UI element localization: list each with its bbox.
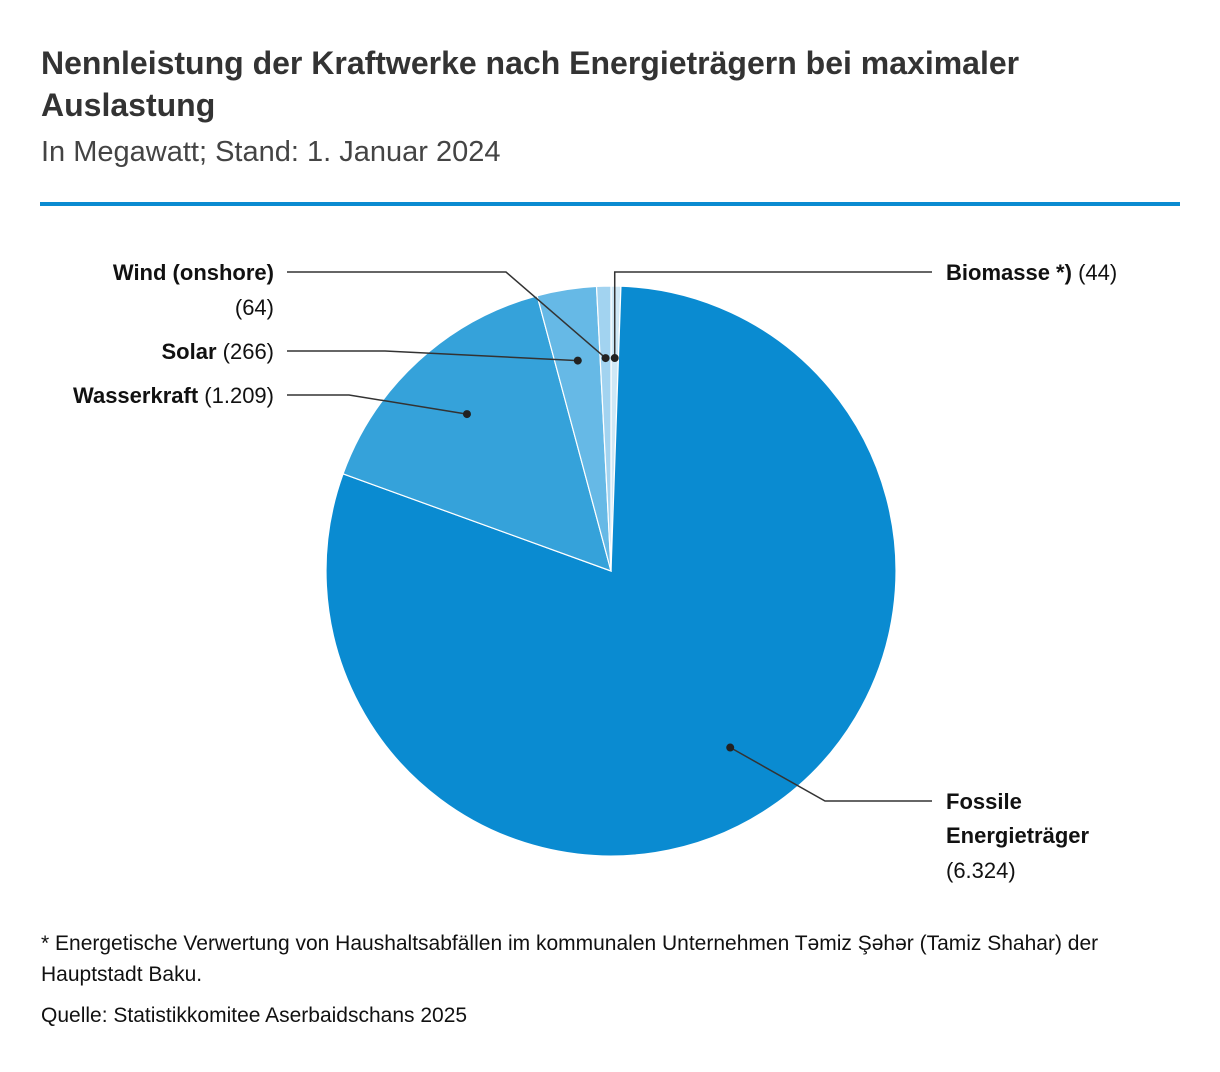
label-biomasse-value: (44) [1078, 260, 1117, 285]
footnote: * Energetische Verwertung von Haushaltsa… [41, 932, 1099, 986]
leader-dot-biomasse [610, 354, 619, 363]
source-note: Quelle: Statistikkomitee Aserbaidschans … [41, 1004, 468, 1027]
leader-dot-wind [601, 354, 610, 363]
label-fossil-line2: Energieträger [946, 823, 1089, 848]
pie-slices [325, 285, 897, 857]
label-wind: Wind (onshore) [113, 260, 274, 285]
leader-lines [287, 271, 932, 802]
label-wasserkraft-name: Wasserkraft [73, 383, 199, 408]
label-fossil-value: (6.324) [946, 858, 1016, 883]
leader-dot-fossil [726, 743, 735, 752]
label-wasserkraft: Wasserkraft (1.209) [73, 383, 274, 408]
label-solar-name: Solar [161, 339, 216, 364]
leader-line-wasserkraft [287, 394, 468, 415]
leader-line-wind [287, 271, 607, 359]
chart-subtitle: In Megawatt; Stand: 1. Januar 2024 [41, 136, 501, 168]
leader-line-solar [287, 350, 578, 362]
label-biomasse: Biomasse *) (44) [946, 260, 1117, 285]
chart-title: Nennleistung der Kraftwerke nach Energie… [41, 45, 1020, 123]
pie-slice-wasserkraft [342, 295, 612, 572]
label-wind-name: Wind (onshore) [113, 260, 274, 285]
header-divider [40, 202, 1180, 206]
label-solar-value: (266) [223, 339, 274, 364]
leader-dot-solar [573, 356, 582, 365]
label-biomasse-name: Biomasse *) [946, 260, 1072, 285]
label-wind-value: (64) [235, 295, 274, 320]
leader-line-biomasse [613, 271, 932, 359]
label-fossil-line1: Fossile [946, 789, 1022, 814]
label-wasserkraft-value: (1.209) [204, 383, 274, 408]
label-solar: Solar (266) [161, 339, 274, 364]
leader-dot-wasserkraft [462, 410, 471, 419]
leader-line-fossil [729, 746, 932, 802]
